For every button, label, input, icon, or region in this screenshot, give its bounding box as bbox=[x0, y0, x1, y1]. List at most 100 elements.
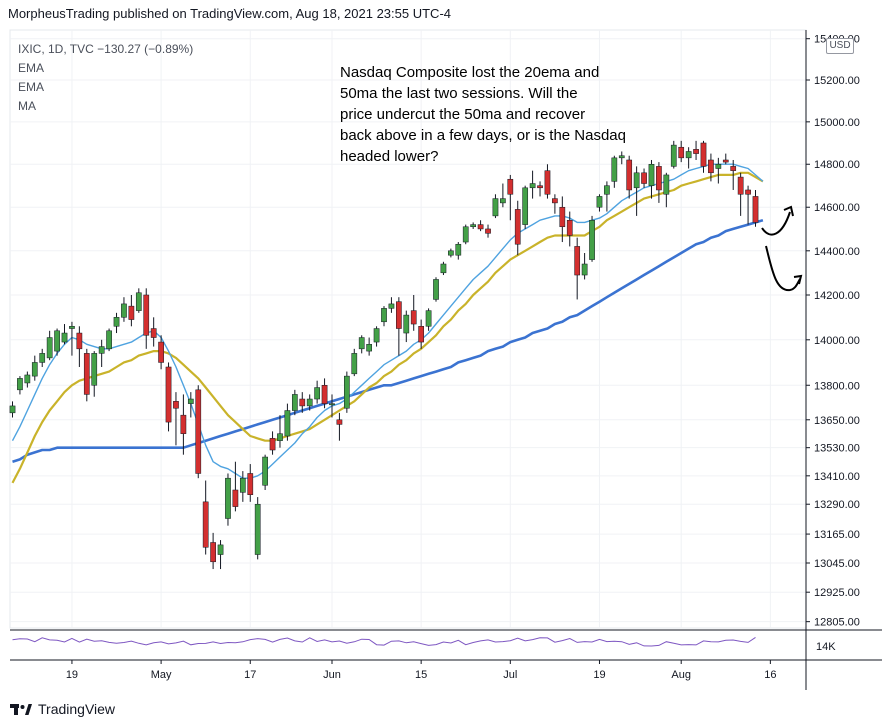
candle-body bbox=[433, 279, 439, 300]
candle bbox=[529, 170, 536, 199]
candle bbox=[39, 348, 46, 367]
candle-body bbox=[314, 387, 320, 400]
candle bbox=[388, 297, 395, 313]
candle bbox=[158, 335, 164, 370]
candle-body bbox=[670, 144, 677, 167]
candle bbox=[180, 394, 187, 455]
candle-body bbox=[663, 174, 670, 195]
candle-body bbox=[61, 332, 68, 343]
tradingview-icon bbox=[10, 704, 32, 715]
candle-body bbox=[604, 185, 610, 195]
candle bbox=[678, 140, 685, 163]
y-tick-label: 13650.00 bbox=[814, 415, 860, 427]
moving-averages bbox=[11, 163, 764, 484]
candle bbox=[24, 371, 31, 388]
y-tick-label: 13290.00 bbox=[814, 499, 860, 511]
candle bbox=[247, 464, 254, 502]
candle-body bbox=[396, 301, 402, 329]
candle bbox=[641, 168, 647, 188]
candle bbox=[745, 185, 751, 225]
candle-body bbox=[202, 501, 209, 548]
candle bbox=[113, 312, 120, 334]
candle bbox=[566, 211, 573, 247]
y-tick-label: 12925.00 bbox=[814, 587, 860, 599]
candle-body bbox=[17, 378, 23, 391]
candle bbox=[522, 185, 529, 229]
candle bbox=[544, 164, 551, 199]
candle-body bbox=[678, 146, 685, 159]
candle bbox=[440, 261, 447, 276]
candle-body bbox=[514, 209, 521, 245]
y-tick-label: 13165.00 bbox=[814, 529, 860, 541]
candle bbox=[633, 166, 640, 216]
candle-body bbox=[708, 159, 714, 174]
y-tick-label: 13410.00 bbox=[814, 471, 860, 483]
candle-body bbox=[195, 389, 202, 474]
candle bbox=[210, 532, 216, 570]
candle bbox=[173, 392, 179, 446]
candle bbox=[693, 140, 699, 160]
candle-body bbox=[46, 337, 53, 359]
footer: TradingView bbox=[0, 695, 882, 727]
candle bbox=[69, 321, 75, 356]
x-tick-label: Jun bbox=[323, 669, 341, 681]
candle-body bbox=[566, 219, 573, 236]
candle-body bbox=[641, 172, 647, 184]
candle-body bbox=[187, 398, 194, 404]
candle bbox=[121, 297, 127, 322]
candle bbox=[277, 415, 283, 448]
y-tick-label: 13530.00 bbox=[814, 443, 860, 455]
candle-body bbox=[485, 228, 491, 234]
candle-body bbox=[507, 178, 514, 195]
legend-ema-fast[interactable]: EMA bbox=[18, 61, 45, 75]
candle bbox=[187, 392, 194, 418]
candle-body bbox=[745, 189, 751, 195]
legend-ma[interactable]: MA bbox=[18, 99, 36, 113]
candle bbox=[9, 401, 16, 418]
y-tick-label: 14800.00 bbox=[814, 159, 860, 171]
candle bbox=[722, 153, 729, 165]
candle-body bbox=[143, 294, 150, 336]
candle-body bbox=[440, 263, 447, 274]
candle bbox=[98, 339, 105, 367]
candle-body bbox=[158, 341, 164, 363]
candle bbox=[730, 159, 737, 190]
candle bbox=[165, 362, 172, 432]
volume-line bbox=[12, 636, 756, 647]
candle bbox=[54, 328, 60, 356]
brand-name: TradingView bbox=[38, 701, 116, 717]
axes: 15400.0015200.0015000.0014800.0014600.00… bbox=[10, 30, 882, 690]
candle-body bbox=[685, 151, 692, 159]
candle bbox=[537, 181, 543, 197]
legend-ema-slow[interactable]: EMA bbox=[18, 80, 45, 94]
candle-body bbox=[425, 310, 432, 327]
legend: IXIC, 1D, TVC −130.27 (−0.89%) EMA EMA M… bbox=[18, 40, 193, 116]
candle-body bbox=[31, 362, 38, 377]
candle bbox=[507, 174, 514, 221]
tradingview-logo[interactable]: TradingView bbox=[10, 701, 115, 717]
candle bbox=[552, 194, 558, 214]
y-tick-label: 13800.00 bbox=[814, 380, 860, 392]
candle-body bbox=[477, 224, 484, 230]
candle bbox=[611, 155, 618, 188]
candle bbox=[752, 189, 759, 227]
candle-body bbox=[418, 326, 424, 343]
currency-badge[interactable]: USD bbox=[826, 38, 854, 54]
candle-body bbox=[262, 456, 268, 486]
candle bbox=[656, 162, 662, 203]
candle bbox=[61, 324, 68, 345]
candle-body bbox=[69, 326, 75, 329]
annotation-line: headed lower? bbox=[340, 148, 439, 165]
candle bbox=[329, 394, 335, 418]
publisher-header: MorpheusTrading published on TradingView… bbox=[0, 0, 882, 24]
candle-body bbox=[121, 303, 127, 318]
candle-body bbox=[128, 305, 135, 320]
candle bbox=[470, 222, 477, 229]
candle-body bbox=[165, 366, 172, 423]
candle-body bbox=[269, 438, 276, 451]
candle bbox=[31, 355, 38, 381]
candle bbox=[418, 319, 424, 349]
candle bbox=[351, 348, 358, 377]
candle bbox=[581, 252, 588, 280]
